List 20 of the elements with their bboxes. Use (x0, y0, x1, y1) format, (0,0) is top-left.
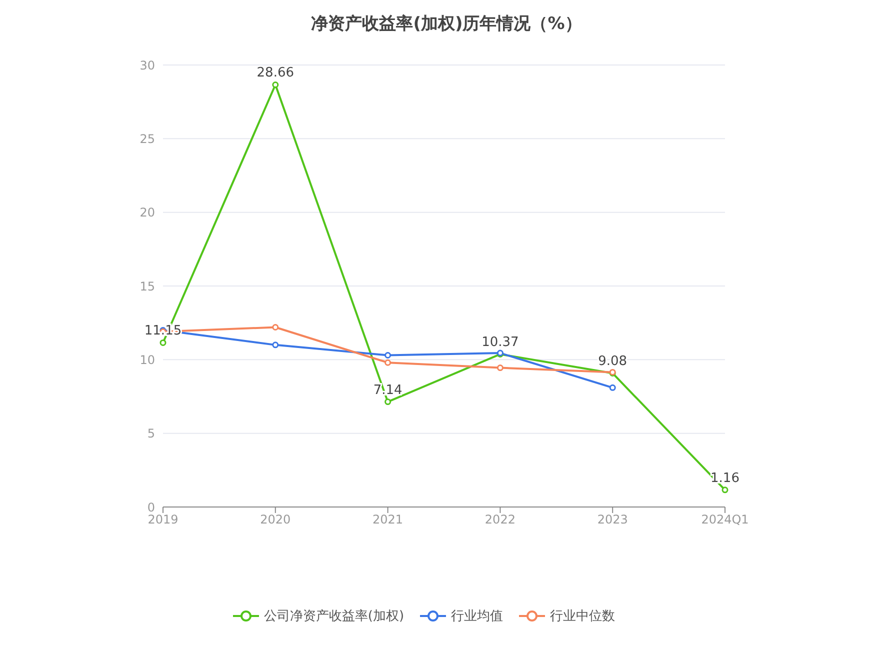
x-tick-label: 2022 (484, 512, 516, 527)
legend-label: 公司净资产收益率(加权) (264, 608, 404, 625)
y-tick-label: 15 (140, 279, 155, 294)
y-tick-label: 25 (140, 132, 155, 146)
y-tick-label: 10 (140, 352, 155, 367)
legend-label: 行业均值 (451, 608, 504, 625)
x-tick-label: 2021 (372, 512, 404, 527)
x-tick-label: 2023 (597, 512, 628, 527)
y-tick-label: 5 (147, 426, 155, 441)
x-tick-label: 2019 (148, 512, 178, 527)
x-tick-label: 2020 (260, 512, 291, 527)
x-tick-label: 2024Q1 (701, 512, 749, 527)
data-label: 10.37 (482, 335, 519, 350)
legend-label: 行业中位数 (550, 608, 616, 625)
y-tick-label: 0 (147, 500, 155, 514)
data-label: 9.08 (598, 354, 628, 370)
y-tick-label: 20 (140, 206, 155, 220)
y-tick-label: 30 (140, 58, 155, 72)
chart-title: 净资产收益率(加权)历年情况（%） (310, 13, 583, 35)
data-label: 28.66 (256, 66, 294, 81)
